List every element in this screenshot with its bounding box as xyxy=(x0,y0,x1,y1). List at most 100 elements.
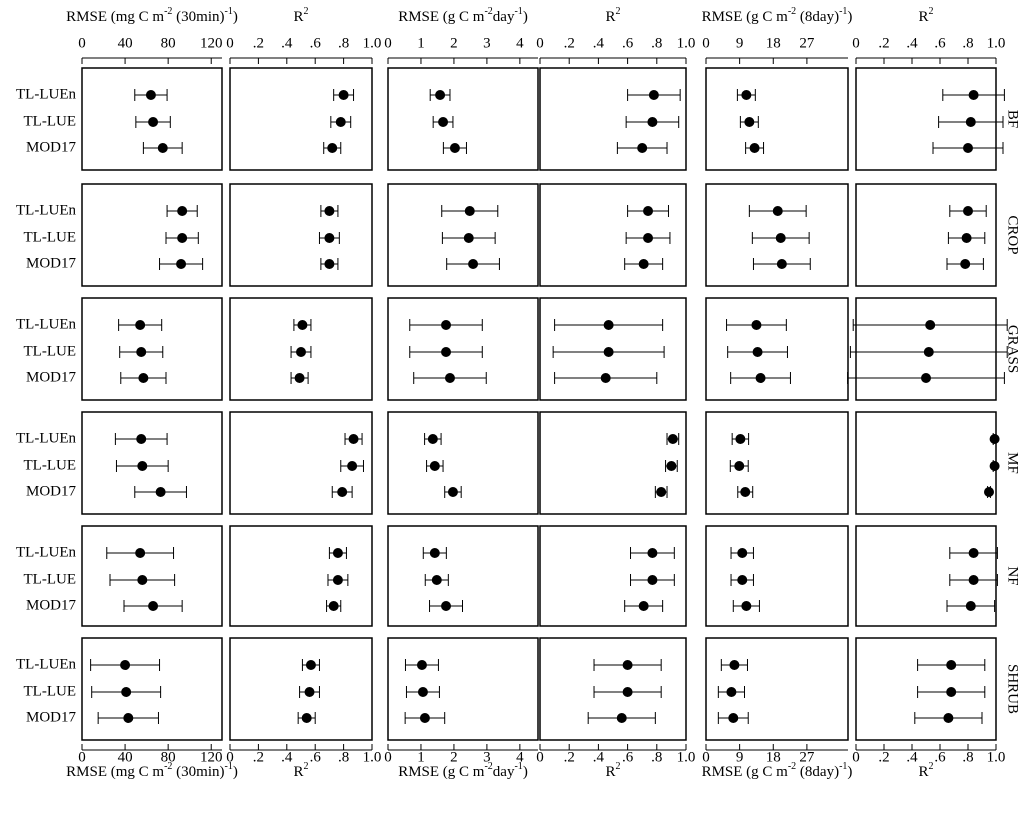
superscript: -2 xyxy=(484,761,492,772)
superscript: -1 xyxy=(839,6,847,17)
dot xyxy=(123,713,134,723)
panel xyxy=(387,297,539,401)
dot xyxy=(741,601,752,611)
dot xyxy=(744,117,755,127)
x-tick-label: 9 xyxy=(736,35,744,51)
dot xyxy=(137,461,148,471)
dot xyxy=(638,601,649,611)
label-part: R xyxy=(293,9,303,25)
superscript: -2 xyxy=(788,761,796,772)
dot xyxy=(324,259,335,269)
x-tick-label: .6 xyxy=(934,749,946,765)
x-tick-label: 4 xyxy=(516,35,524,51)
axis-title: R2 xyxy=(918,6,933,25)
panel xyxy=(387,183,539,287)
dot xyxy=(121,687,132,697)
axis-title: R2 xyxy=(293,6,308,25)
x-tick-label: .8 xyxy=(338,749,349,765)
dot xyxy=(772,206,783,216)
dot xyxy=(441,601,452,611)
dot xyxy=(324,233,335,243)
panel xyxy=(855,67,997,171)
panel xyxy=(229,183,373,287)
category-label: TL-LUE xyxy=(24,457,76,473)
label-part: R xyxy=(918,9,928,25)
group-label: CROP xyxy=(1005,215,1021,254)
dot xyxy=(332,575,343,585)
dot xyxy=(464,206,475,216)
label-part: ) xyxy=(233,9,238,25)
dot xyxy=(324,206,335,216)
panel xyxy=(81,411,223,515)
label-part: ) xyxy=(233,764,238,780)
panel xyxy=(539,183,687,287)
panel xyxy=(855,637,997,741)
dot xyxy=(338,90,349,100)
x-tick-label: 9 xyxy=(736,749,744,765)
dot xyxy=(925,320,936,330)
panel xyxy=(229,67,373,171)
dot xyxy=(960,259,971,269)
superscript: 2 xyxy=(304,761,309,772)
panel xyxy=(539,297,687,401)
group-label: MF xyxy=(1005,452,1021,474)
panel xyxy=(81,525,223,627)
dot xyxy=(335,117,346,127)
dot xyxy=(755,373,766,383)
x-tick-label: 2 xyxy=(450,749,458,765)
category-label: TL-LUE xyxy=(24,229,76,245)
dot xyxy=(734,461,745,471)
dot xyxy=(961,233,972,243)
dot xyxy=(749,143,760,153)
dot xyxy=(622,660,633,670)
dot xyxy=(449,143,460,153)
x-tick-label: .6 xyxy=(622,35,634,51)
dot xyxy=(726,687,737,697)
category-label: TL-LUEn xyxy=(16,202,76,218)
dot xyxy=(968,575,979,585)
group-label: SHRUB xyxy=(1005,664,1021,714)
x-tick-label: 18 xyxy=(766,749,781,765)
dot xyxy=(923,347,934,357)
dot xyxy=(417,687,428,697)
label-part: (30min) xyxy=(172,9,224,25)
group-label: NF xyxy=(1005,566,1021,585)
category-label: TL-LUEn xyxy=(16,656,76,672)
panel xyxy=(855,183,997,287)
label-part: R xyxy=(605,764,615,780)
dot xyxy=(135,320,146,330)
category-label: MOD17 xyxy=(26,483,77,499)
x-tick-label: 0 xyxy=(78,35,86,51)
superscript: -2 xyxy=(164,6,172,17)
dot xyxy=(735,434,746,444)
superscript: 2 xyxy=(929,761,934,772)
panel xyxy=(539,525,687,627)
dot xyxy=(148,117,159,127)
dot xyxy=(337,487,348,497)
x-tick-label: .4 xyxy=(593,35,605,51)
dot xyxy=(989,461,1000,471)
label-part: day xyxy=(493,764,515,780)
x-tick-label: 40 xyxy=(118,749,133,765)
dot xyxy=(294,373,305,383)
x-tick-label: 3 xyxy=(483,749,491,765)
x-tick-label: .8 xyxy=(338,35,349,51)
label-part: RMSE (g C m xyxy=(702,764,789,780)
panel xyxy=(705,67,849,171)
x-tick-label: 1.0 xyxy=(987,749,1006,765)
label-part: (30min) xyxy=(172,764,224,780)
x-tick-label: 2 xyxy=(450,35,458,51)
panel xyxy=(539,637,687,741)
panel xyxy=(705,411,849,515)
dot xyxy=(776,259,787,269)
x-tick-label: .2 xyxy=(878,749,889,765)
x-tick-label: 1.0 xyxy=(363,749,382,765)
dot xyxy=(603,347,614,357)
panel xyxy=(855,297,997,401)
label-part: ) xyxy=(847,764,852,780)
dot xyxy=(120,660,131,670)
x-tick-label: .2 xyxy=(878,35,889,51)
category-label: TL-LUE xyxy=(24,343,76,359)
group-label: BF xyxy=(1005,110,1021,128)
